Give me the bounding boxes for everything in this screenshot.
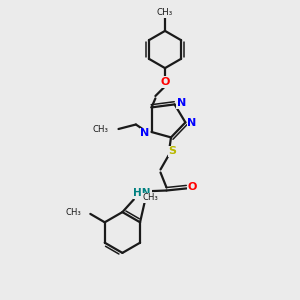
Text: N: N xyxy=(177,98,186,108)
Text: CH₃: CH₃ xyxy=(66,208,81,217)
Text: CH₃: CH₃ xyxy=(157,8,173,17)
Text: CH₃: CH₃ xyxy=(93,124,109,134)
Text: CH₃: CH₃ xyxy=(142,194,158,202)
Text: S: S xyxy=(169,146,176,157)
Text: O: O xyxy=(160,77,170,87)
Text: O: O xyxy=(188,182,197,192)
Text: HN: HN xyxy=(134,188,151,199)
Text: N: N xyxy=(140,128,149,139)
Text: N: N xyxy=(188,118,196,128)
